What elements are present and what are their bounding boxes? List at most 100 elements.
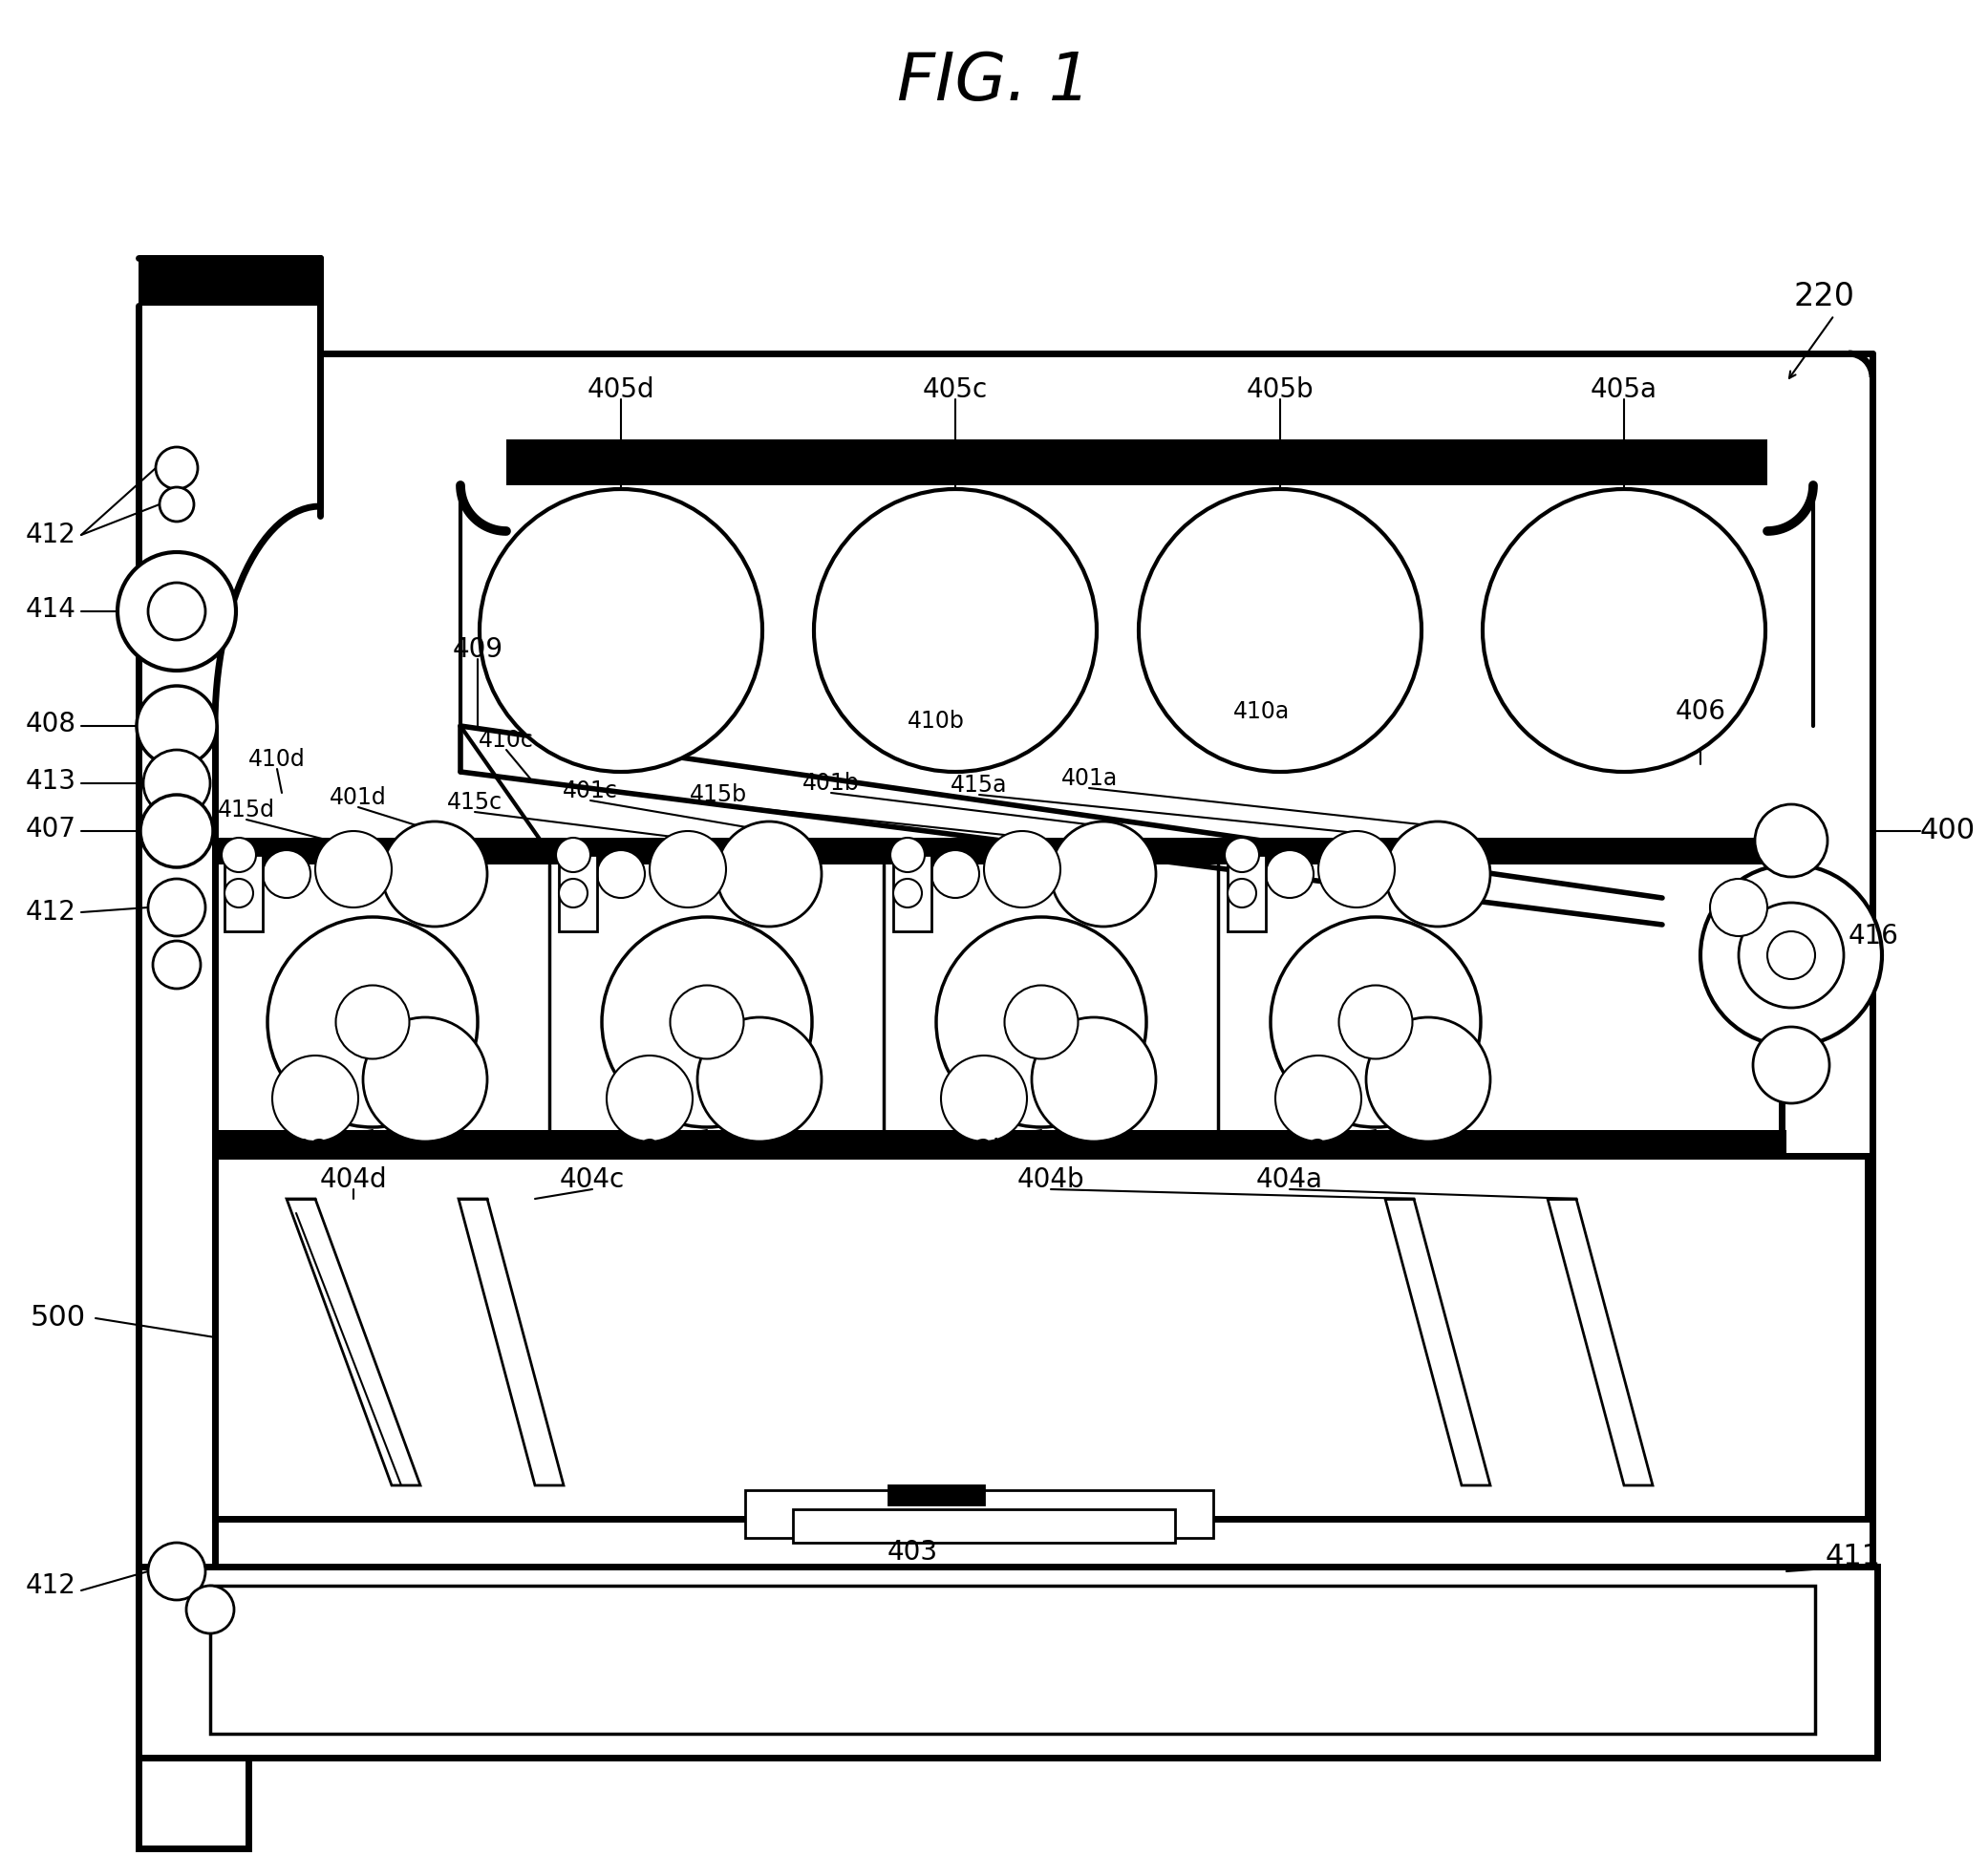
Circle shape <box>891 837 924 872</box>
Circle shape <box>602 917 811 1127</box>
Circle shape <box>559 878 588 908</box>
Text: 415c: 415c <box>447 791 503 813</box>
Text: 406: 406 <box>1676 698 1726 726</box>
Circle shape <box>716 822 821 926</box>
Circle shape <box>147 1542 205 1600</box>
Text: 405b: 405b <box>1246 377 1314 403</box>
Circle shape <box>1753 1026 1829 1102</box>
Circle shape <box>670 986 744 1060</box>
Circle shape <box>1710 878 1767 935</box>
Bar <box>215 1156 1867 1518</box>
Circle shape <box>1366 1017 1491 1141</box>
Circle shape <box>606 1056 692 1141</box>
Text: 402c: 402c <box>610 1138 674 1164</box>
Circle shape <box>187 1585 235 1633</box>
Circle shape <box>336 986 410 1060</box>
Text: 408: 408 <box>26 711 76 737</box>
Circle shape <box>479 490 761 772</box>
Circle shape <box>813 490 1097 772</box>
Circle shape <box>1483 490 1765 772</box>
Text: 407: 407 <box>26 817 76 843</box>
Circle shape <box>1276 1056 1362 1141</box>
Text: 402d: 402d <box>278 1138 346 1164</box>
Bar <box>211 1585 1815 1734</box>
Text: 403: 403 <box>887 1539 938 1566</box>
Bar <box>889 1485 984 1505</box>
Text: 414: 414 <box>26 596 76 624</box>
Bar <box>893 856 932 932</box>
Circle shape <box>1270 917 1481 1127</box>
Text: 415d: 415d <box>219 798 274 822</box>
Circle shape <box>382 822 487 926</box>
Text: 500: 500 <box>30 1305 85 1333</box>
Text: 410d: 410d <box>248 748 306 770</box>
Text: 411: 411 <box>1825 1542 1881 1570</box>
Text: 401a: 401a <box>1062 767 1117 791</box>
Circle shape <box>1755 804 1827 876</box>
Text: 220: 220 <box>1793 280 1855 312</box>
Text: 405d: 405d <box>586 377 654 403</box>
Circle shape <box>1338 986 1411 1060</box>
Circle shape <box>147 878 205 935</box>
Circle shape <box>316 831 392 908</box>
Text: FIG. 1: FIG. 1 <box>897 50 1091 113</box>
Bar <box>1227 856 1266 932</box>
Text: 404c: 404c <box>561 1166 624 1193</box>
Text: 416: 416 <box>1849 922 1899 950</box>
Circle shape <box>1318 831 1396 908</box>
Circle shape <box>117 551 237 670</box>
Text: 412: 412 <box>26 522 76 548</box>
Bar <box>793 1509 1175 1542</box>
Circle shape <box>698 1017 821 1141</box>
Circle shape <box>268 917 477 1127</box>
Text: 400: 400 <box>1920 817 1976 844</box>
Text: 410a: 410a <box>1233 700 1290 724</box>
Circle shape <box>1700 865 1883 1047</box>
Circle shape <box>650 831 726 908</box>
Text: 401d: 401d <box>330 787 388 809</box>
Text: 401b: 401b <box>803 772 859 794</box>
Circle shape <box>272 1056 358 1141</box>
Bar <box>139 258 322 306</box>
Circle shape <box>1767 932 1815 980</box>
Text: 402a: 402a <box>1276 1138 1344 1164</box>
Text: 404a: 404a <box>1256 1166 1324 1193</box>
Circle shape <box>984 831 1060 908</box>
Text: 412: 412 <box>26 1572 76 1600</box>
Text: 410c: 410c <box>479 729 535 752</box>
Text: 405a: 405a <box>1590 377 1658 403</box>
Circle shape <box>225 878 252 908</box>
Circle shape <box>141 794 213 867</box>
Circle shape <box>596 850 644 898</box>
Circle shape <box>940 1056 1028 1141</box>
Bar <box>215 841 1787 865</box>
Circle shape <box>155 447 197 490</box>
Bar <box>225 856 262 932</box>
Text: 404b: 404b <box>1018 1166 1085 1193</box>
Text: 405c: 405c <box>922 377 988 403</box>
Circle shape <box>364 1017 487 1141</box>
Bar <box>507 440 1767 484</box>
Text: 402b: 402b <box>942 1138 1010 1164</box>
Circle shape <box>893 878 922 908</box>
Circle shape <box>147 583 205 640</box>
Circle shape <box>143 750 211 817</box>
Text: 415a: 415a <box>950 774 1008 796</box>
Text: 413: 413 <box>26 768 76 794</box>
Circle shape <box>159 486 195 522</box>
Text: 409: 409 <box>453 637 503 663</box>
Circle shape <box>932 850 980 898</box>
Bar <box>139 1566 1877 1758</box>
Circle shape <box>1386 822 1491 926</box>
Circle shape <box>137 687 217 767</box>
Circle shape <box>1266 850 1314 898</box>
Bar <box>746 1490 1213 1539</box>
Text: 415b: 415b <box>690 783 747 806</box>
Circle shape <box>1052 822 1155 926</box>
Circle shape <box>1032 1017 1155 1141</box>
Bar <box>215 841 1781 1156</box>
Text: 412: 412 <box>26 898 76 926</box>
Bar <box>139 1758 248 1849</box>
Circle shape <box>1139 490 1421 772</box>
Bar <box>215 1130 1787 1154</box>
